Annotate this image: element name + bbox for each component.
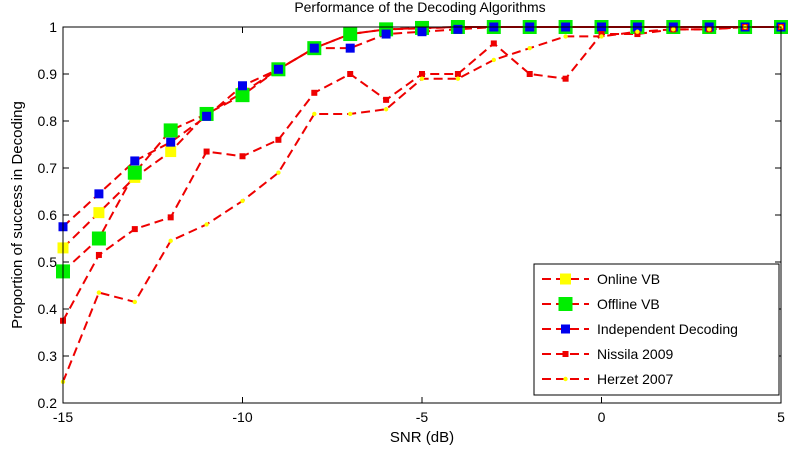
series-2-point bbox=[381, 29, 391, 39]
y-tick-label: 0.5 bbox=[38, 254, 58, 270]
series-4-point bbox=[204, 222, 209, 227]
series-3-point bbox=[311, 89, 318, 96]
series-2-point bbox=[417, 27, 427, 37]
series-2-point bbox=[130, 156, 140, 166]
series-4-point bbox=[599, 34, 604, 39]
y-tick-label: 0.7 bbox=[38, 160, 58, 176]
series-3-point bbox=[203, 148, 210, 155]
legend-label-3: Nissila 2009 bbox=[597, 346, 673, 362]
series-1-point bbox=[127, 165, 142, 180]
chart-title: Performance of the Decoding Algorithms bbox=[294, 0, 545, 15]
legend-marker-4 bbox=[563, 376, 568, 382]
series-3-point bbox=[383, 96, 390, 103]
y-tick-label: 0.4 bbox=[38, 301, 58, 317]
x-axis-label: SNR (dB) bbox=[390, 429, 454, 446]
series-2-point bbox=[273, 64, 283, 74]
series-4-point bbox=[671, 27, 676, 32]
legend-marker-3 bbox=[562, 351, 569, 357]
series-4-point bbox=[132, 299, 137, 305]
series-2-point bbox=[94, 189, 104, 199]
series-4-point bbox=[348, 111, 353, 117]
series-2-point bbox=[238, 81, 247, 91]
series-4-point bbox=[383, 107, 389, 112]
series-2-point bbox=[202, 111, 212, 121]
y-axis-label: Proportion of success in Decoding bbox=[9, 101, 26, 329]
series-3-point bbox=[167, 214, 174, 221]
y-tick-label: 1 bbox=[49, 19, 57, 35]
legend-label-4: Herzet 2007 bbox=[597, 371, 673, 387]
legend-label-2: Independent Decoding bbox=[597, 321, 738, 337]
axes-frame-group bbox=[62, 26, 782, 404]
series-1-point bbox=[235, 88, 250, 103]
y-tick-label: 0.8 bbox=[38, 113, 58, 129]
series-0-point bbox=[165, 146, 177, 158]
series-4-point bbox=[455, 76, 461, 81]
x-tick-label: 0 bbox=[598, 409, 606, 425]
x-tick-label: 5 bbox=[777, 409, 785, 425]
series-1-point bbox=[163, 123, 178, 138]
series-3-point bbox=[634, 31, 641, 38]
series-3-point bbox=[526, 71, 533, 77]
series-4-point bbox=[707, 27, 712, 32]
series-3-point bbox=[490, 40, 497, 47]
legend-marker-2 bbox=[561, 324, 570, 334]
series-4-point bbox=[276, 170, 281, 175]
series-4-point bbox=[491, 57, 496, 63]
series-4-point bbox=[240, 198, 245, 204]
series-3-point bbox=[347, 71, 354, 77]
series-4-point bbox=[312, 111, 317, 117]
series-3-point bbox=[419, 71, 425, 77]
series-3-point bbox=[454, 71, 461, 77]
series-1-point bbox=[91, 231, 106, 246]
series-4-point bbox=[168, 238, 173, 244]
legend-marker-1 bbox=[558, 297, 573, 311]
legend-label-1: Offline VB bbox=[597, 296, 660, 312]
series-4-point bbox=[527, 45, 532, 51]
series-2-point bbox=[166, 137, 176, 147]
y-tick-label: 0.6 bbox=[38, 207, 58, 223]
series-3-point bbox=[598, 31, 605, 38]
series-2-point bbox=[309, 43, 319, 53]
series-3-point bbox=[95, 251, 102, 258]
legend: Online VB Offline VB Independent Decoding N… bbox=[533, 263, 780, 396]
series-2-point bbox=[345, 43, 355, 53]
legend-label-0: Online VB bbox=[597, 271, 660, 287]
x-tick-label: -15 bbox=[53, 409, 73, 425]
series-4-point bbox=[419, 76, 425, 81]
x-tick-label: -5 bbox=[416, 409, 429, 425]
series-2-point bbox=[453, 24, 463, 34]
legend-marker-0 bbox=[560, 273, 571, 285]
y-tick-label: 0.3 bbox=[38, 348, 58, 364]
series-4-point bbox=[635, 29, 640, 34]
series-1-point bbox=[343, 27, 358, 42]
series-0-point bbox=[93, 207, 105, 219]
x-tick-label: -10 bbox=[232, 409, 252, 425]
series-4-point bbox=[96, 290, 102, 295]
axes-frame bbox=[62, 26, 782, 404]
y-tick-label: 0.2 bbox=[38, 395, 58, 411]
series-3-point bbox=[562, 75, 569, 82]
y-tick-label: 0.9 bbox=[38, 66, 58, 82]
series-4-point bbox=[563, 34, 568, 39]
series-3-point bbox=[275, 136, 282, 143]
series-3-point bbox=[131, 226, 138, 233]
series-3-point bbox=[239, 153, 246, 160]
